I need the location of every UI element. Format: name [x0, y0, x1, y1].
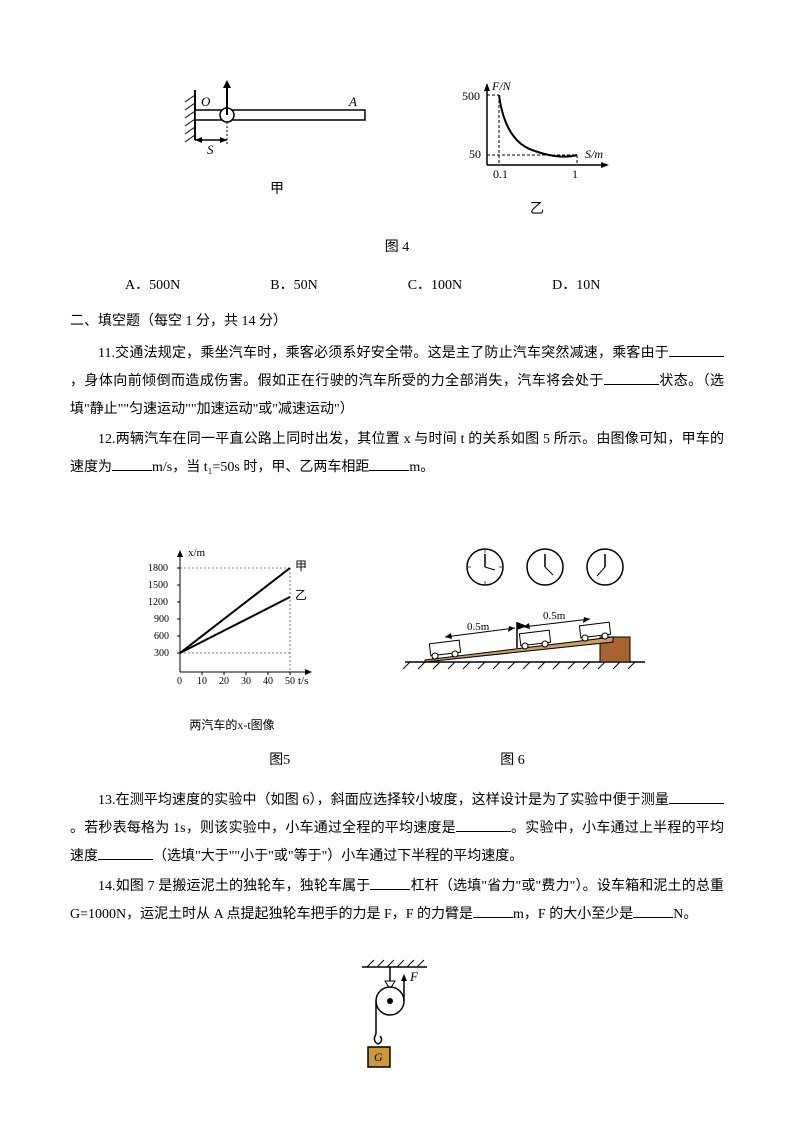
curve-x01: 0.1 — [493, 167, 508, 180]
svg-text:20: 20 — [219, 676, 229, 687]
curve-diagram: 500 50 F/N 0.1 1 S/m — [457, 80, 617, 180]
option-D: D．10N — [552, 272, 600, 300]
q12-text: 12.两辆汽车在同一平直公路上同时出发，其位置 x 与时间 t 的关系如图 5 … — [70, 426, 724, 482]
fig5-ylabel: x/m — [188, 547, 206, 559]
option-C: C．100N — [408, 272, 462, 300]
fig5-line2-label: 乙 — [295, 588, 307, 602]
svg-text:1800: 1800 — [148, 563, 168, 574]
fig4-curve-caption: 乙 — [457, 196, 617, 224]
figure-4-lever: O A S 甲 — [177, 80, 377, 224]
q14-blank3[interactable] — [633, 904, 673, 918]
svg-text:1500: 1500 — [148, 580, 168, 591]
lever-O-label: O — [201, 94, 211, 109]
q14-blank1[interactable] — [370, 876, 410, 890]
q11-blank1[interactable] — [669, 343, 724, 357]
option-A: A．500N — [125, 272, 180, 300]
lever-A-label: A — [348, 94, 357, 109]
q13-blank1[interactable] — [669, 790, 724, 804]
pulley-G-label: G — [374, 1050, 383, 1064]
curve-y500: 500 — [462, 89, 480, 103]
figures-5-6-row: 300 600 900 1200 1500 1800 0 10 20 30 40… — [70, 542, 724, 737]
fig4-main-caption: 图 4 — [70, 234, 724, 262]
q13-text: 13.在测平均速度的实验中（如图 6），斜面应选择较小坡度，这样设计是为了实验中… — [70, 787, 724, 871]
curve-ylabel: F/N — [491, 80, 512, 93]
fig6-dist2: 0.5m — [543, 610, 566, 622]
svg-text:50: 50 — [285, 676, 295, 687]
svg-text:600: 600 — [154, 631, 169, 642]
svg-text:40: 40 — [263, 676, 273, 687]
lever-diagram: O A S — [177, 80, 377, 160]
figure-6: 0.5m 0.5m — [395, 542, 655, 737]
q14-blank2[interactable] — [473, 904, 513, 918]
svg-text:900: 900 — [154, 614, 169, 625]
figure-4-row: O A S 甲 500 50 F/N — [70, 80, 724, 224]
curve-x1: 1 — [572, 167, 578, 180]
ramp-diagram: 0.5m 0.5m — [395, 542, 655, 682]
q13-blank3[interactable] — [98, 846, 153, 860]
fig5-xlabel: t/s — [298, 675, 308, 687]
q11-text: 11.交通法规定，乘坐汽车时，乘客必须系好安全带。这是主了防止汽车突然减速，乘客… — [70, 340, 724, 424]
svg-text:10: 10 — [197, 676, 207, 687]
svg-text:0: 0 — [177, 676, 182, 687]
figure-4-curve: 500 50 F/N 0.1 1 S/m 乙 — [457, 80, 617, 224]
option-B: B．50N — [270, 272, 317, 300]
curve-y50: 50 — [469, 147, 481, 161]
q14-text: 14.如图 7 是搬运泥土的独轮车，独轮车属于杠杆（选填"省力"或"费力"）。设… — [70, 873, 724, 929]
lever-S-label: S — [207, 142, 214, 157]
figure-pulley: F G — [70, 959, 724, 1085]
svg-text:300: 300 — [154, 648, 169, 659]
q12-blank2[interactable] — [369, 457, 409, 471]
figure-5: 300 600 900 1200 1500 1800 0 10 20 30 40… — [140, 542, 325, 737]
pulley-F-label: F — [409, 969, 419, 984]
svg-text:30: 30 — [241, 676, 251, 687]
pulley-diagram: F G — [352, 959, 442, 1074]
xt-graph: 300 600 900 1200 1500 1800 0 10 20 30 40… — [140, 542, 325, 702]
curve-xlabel: S/m — [585, 147, 603, 161]
fig56-captions: 图5 图 6 — [70, 747, 724, 775]
fig6-dist1: 0.5m — [467, 621, 490, 633]
q11-blank2[interactable] — [604, 371, 659, 385]
q10-options: A．500N B．50N C．100N D．10N — [125, 272, 724, 300]
svg-text:1200: 1200 — [148, 597, 168, 608]
fig5-line1-label: 甲 — [295, 559, 307, 573]
q12-blank1[interactable] — [112, 457, 152, 471]
fig6-caption: 图 6 — [500, 747, 525, 775]
fig4-lever-caption: 甲 — [177, 176, 377, 204]
section-2-title: 二、填空题（每空 1 分，共 14 分） — [70, 308, 724, 336]
fig5-subtitle: 两汽车的x-t图像 — [140, 713, 325, 737]
q13-blank2[interactable] — [456, 818, 511, 832]
fig5-caption: 图5 — [269, 747, 290, 775]
